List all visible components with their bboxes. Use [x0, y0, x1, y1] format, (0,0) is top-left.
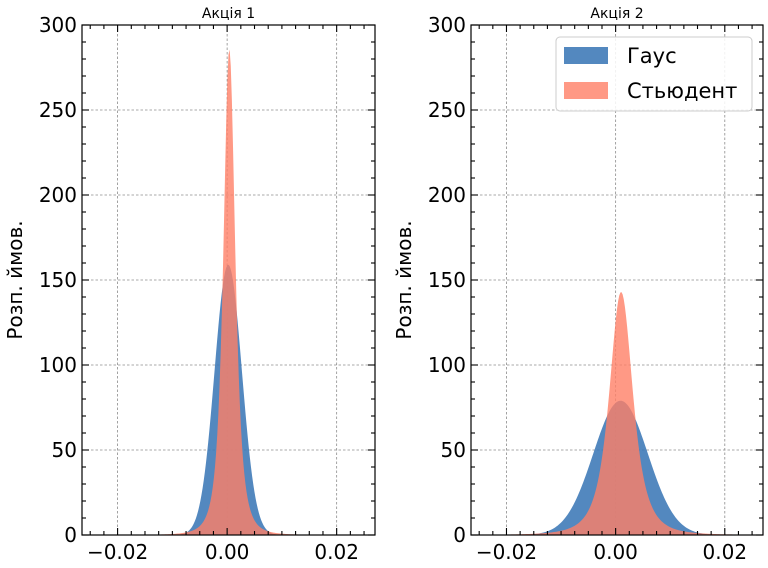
x-tick-label: 0.00: [205, 540, 250, 564]
y-tick-label: 50: [441, 438, 466, 462]
y-tick-label: 150: [39, 268, 77, 292]
y-tick-label: 50: [52, 438, 77, 462]
panel-title: Акція 1: [202, 6, 255, 22]
y-tick-label: 100: [39, 353, 77, 377]
panel-2: −0.02 0.00 0.02 0 50 100 150 200 250 300 Акція 2 Ро…: [392, 6, 764, 564]
y-tick-label: 250: [39, 98, 77, 122]
ticks: [471, 24, 763, 536]
y-tick-label: 100: [428, 353, 466, 377]
density-area-student: [82, 49, 375, 535]
y-tick-label: 300: [39, 13, 77, 37]
y-tick-label: 200: [428, 183, 466, 207]
legend: Гаус Стьюдент: [555, 36, 753, 112]
x-tick-label: −0.02: [87, 540, 148, 564]
ticks: [82, 24, 375, 536]
x-tick-label: 0.00: [593, 540, 638, 564]
y-tick-label: 0: [64, 523, 77, 547]
density-area-student: [471, 292, 763, 535]
y-tick-label: 300: [428, 13, 466, 37]
y-axis-label: Розп. ймов.: [3, 220, 27, 339]
panel-1: −0.02 0.00 0.02 0 50 100 150 200 250 300 Акція 1 Ро…: [3, 6, 376, 564]
x-tick-label: −0.02: [476, 540, 537, 564]
legend-swatch-student: [564, 82, 608, 99]
x-tick-label: 0.02: [703, 540, 748, 564]
x-tick-label: 0.02: [314, 540, 359, 564]
legend-label-gauss: Гаус: [627, 44, 677, 68]
y-tick-label: 0: [453, 523, 466, 547]
legend-swatch-gauss: [564, 47, 608, 64]
legend-label-student: Стьюдент: [627, 79, 737, 103]
y-tick-label: 200: [39, 183, 77, 207]
y-axis-label: Розп. ймов.: [392, 220, 416, 339]
y-tick-label: 150: [428, 268, 466, 292]
panel-title: Акція 2: [590, 6, 643, 22]
y-tick-label: 250: [428, 98, 466, 122]
